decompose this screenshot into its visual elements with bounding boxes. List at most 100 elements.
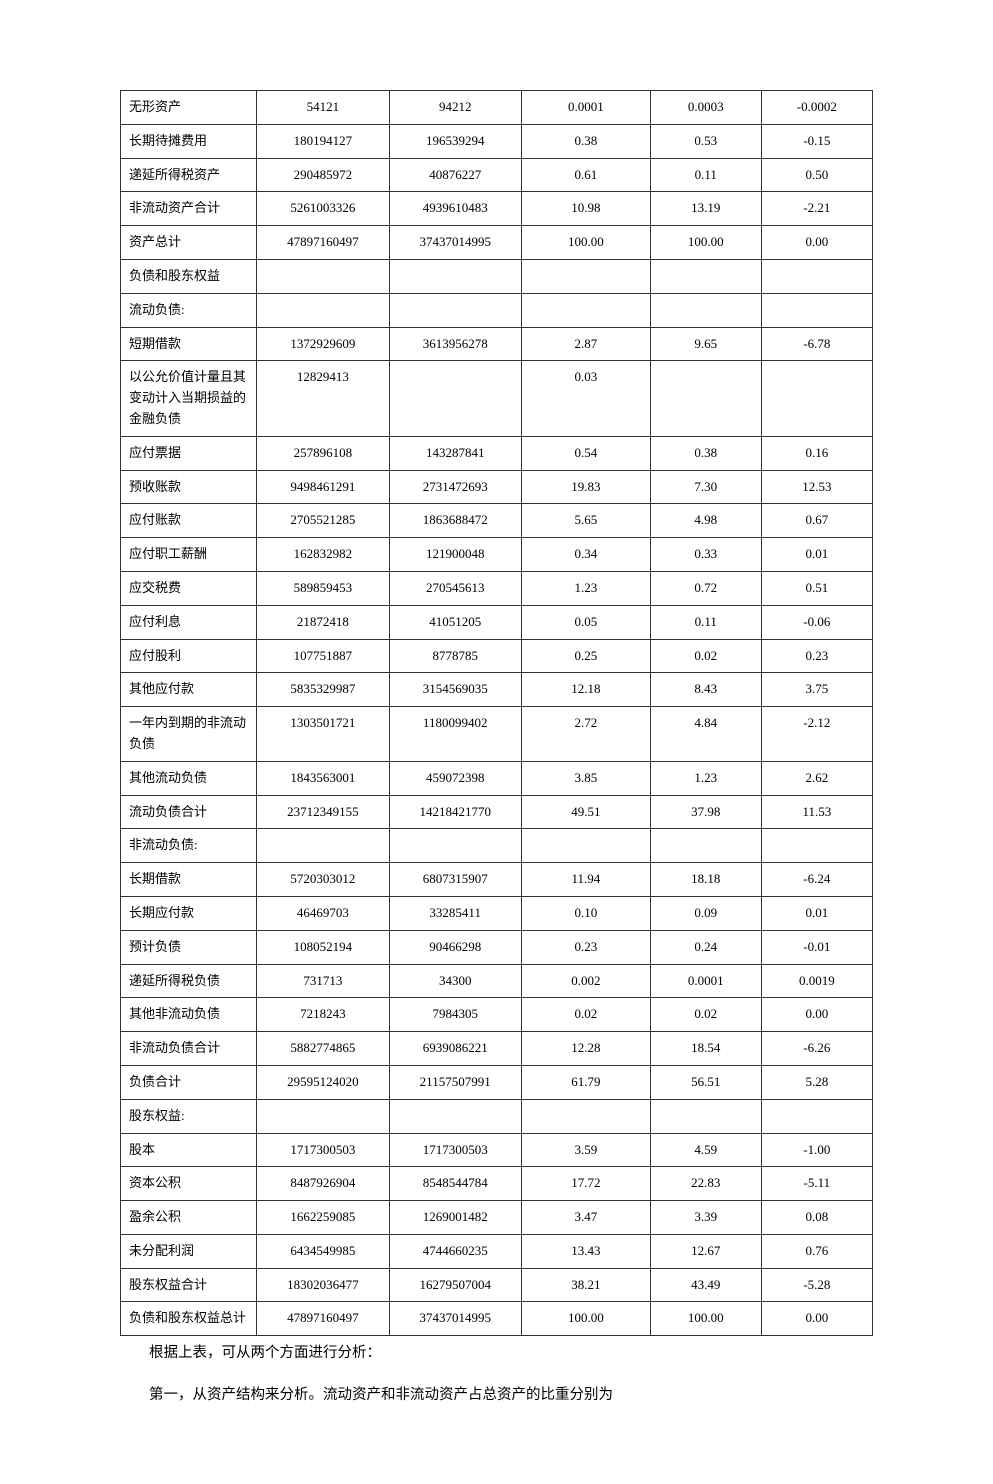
value-1: 1662259085 [257, 1201, 389, 1235]
value-2: 4744660235 [389, 1234, 521, 1268]
value-2: 6939086221 [389, 1032, 521, 1066]
value-2: 270545613 [389, 571, 521, 605]
value-2 [389, 1099, 521, 1133]
delta: 0.67 [761, 504, 872, 538]
value-1: 1303501721 [257, 707, 389, 762]
value-2 [389, 829, 521, 863]
table-row: 未分配利润6434549985474466023513.4312.670.76 [121, 1234, 873, 1268]
value-2: 34300 [389, 964, 521, 998]
delta: 0.00 [761, 1302, 872, 1336]
value-2: 37437014995 [389, 1302, 521, 1336]
value-2: 3613956278 [389, 327, 521, 361]
value-2: 41051205 [389, 605, 521, 639]
analysis-point-1: 第一，从资产结构来分析。流动资产和非流动资产占总资产的比重分别为 [120, 1382, 873, 1410]
table-row: 应付账款270552128518636884725.654.980.67 [121, 504, 873, 538]
value-1 [257, 259, 389, 293]
table-row: 流动负债: [121, 293, 873, 327]
percent-2: 18.18 [650, 863, 761, 897]
value-2: 1717300503 [389, 1133, 521, 1167]
value-1: 2705521285 [257, 504, 389, 538]
row-label: 负债合计 [121, 1065, 257, 1099]
row-label: 一年内到期的非流动负债 [121, 707, 257, 762]
value-2: 7984305 [389, 998, 521, 1032]
delta: -2.21 [761, 192, 872, 226]
row-label: 盈余公积 [121, 1201, 257, 1235]
value-1: 1843563001 [257, 761, 389, 795]
percent-1: 12.18 [521, 673, 650, 707]
delta: -1.00 [761, 1133, 872, 1167]
percent-2: 7.30 [650, 470, 761, 504]
value-2: 3154569035 [389, 673, 521, 707]
value-1: 108052194 [257, 930, 389, 964]
percent-1: 38.21 [521, 1268, 650, 1302]
percent-2: 100.00 [650, 1302, 761, 1336]
percent-2 [650, 259, 761, 293]
percent-2: 22.83 [650, 1167, 761, 1201]
row-label: 股东权益: [121, 1099, 257, 1133]
percent-1 [521, 1099, 650, 1133]
percent-2: 12.67 [650, 1234, 761, 1268]
value-1 [257, 1099, 389, 1133]
percent-2: 0.38 [650, 436, 761, 470]
value-2 [389, 293, 521, 327]
table-row: 资产总计4789716049737437014995100.00100.000.… [121, 226, 873, 260]
percent-2: 4.59 [650, 1133, 761, 1167]
percent-1: 61.79 [521, 1065, 650, 1099]
delta [761, 1099, 872, 1133]
row-label: 股东权益合计 [121, 1268, 257, 1302]
value-1: 23712349155 [257, 795, 389, 829]
percent-2: 43.49 [650, 1268, 761, 1302]
percent-1 [521, 293, 650, 327]
delta: 0.01 [761, 896, 872, 930]
percent-2: 100.00 [650, 226, 761, 260]
value-1: 47897160497 [257, 226, 389, 260]
table-row: 无形资产54121942120.00010.0003-0.0002 [121, 91, 873, 125]
delta: 2.62 [761, 761, 872, 795]
table-row: 应付职工薪酬1628329821219000480.340.330.01 [121, 538, 873, 572]
table-row: 长期待摊费用1801941271965392940.380.53-0.15 [121, 124, 873, 158]
delta [761, 829, 872, 863]
percent-1: 5.65 [521, 504, 650, 538]
percent-1: 12.28 [521, 1032, 650, 1066]
value-1 [257, 293, 389, 327]
percent-2: 0.11 [650, 158, 761, 192]
row-label: 股本 [121, 1133, 257, 1167]
value-2 [389, 259, 521, 293]
table-row: 负债和股东权益总计4789716049737437014995100.00100… [121, 1302, 873, 1336]
row-label: 递延所得税资产 [121, 158, 257, 192]
row-label: 长期待摊费用 [121, 124, 257, 158]
percent-1: 3.59 [521, 1133, 650, 1167]
row-label: 非流动负债合计 [121, 1032, 257, 1066]
percent-2: 0.0003 [650, 91, 761, 125]
percent-2: 3.39 [650, 1201, 761, 1235]
delta: 0.16 [761, 436, 872, 470]
percent-2: 4.84 [650, 707, 761, 762]
delta: 0.76 [761, 1234, 872, 1268]
percent-1: 0.002 [521, 964, 650, 998]
percent-2: 0.72 [650, 571, 761, 605]
row-label: 短期借款 [121, 327, 257, 361]
delta: 5.28 [761, 1065, 872, 1099]
value-1: 12829413 [257, 361, 389, 436]
row-label: 非流动资产合计 [121, 192, 257, 226]
table-row: 股东权益: [121, 1099, 873, 1133]
percent-1: 0.23 [521, 930, 650, 964]
value-1: 54121 [257, 91, 389, 125]
row-label: 应交税费 [121, 571, 257, 605]
value-2: 6807315907 [389, 863, 521, 897]
percent-2: 8.43 [650, 673, 761, 707]
table-row: 应交税费5898594532705456131.230.720.51 [121, 571, 873, 605]
table-row: 短期借款137292960936139562782.879.65-6.78 [121, 327, 873, 361]
delta: 0.01 [761, 538, 872, 572]
value-1: 47897160497 [257, 1302, 389, 1336]
table-row: 长期借款5720303012680731590711.9418.18-6.24 [121, 863, 873, 897]
percent-1: 0.05 [521, 605, 650, 639]
percent-1 [521, 259, 650, 293]
table-row: 非流动负债: [121, 829, 873, 863]
delta: -6.26 [761, 1032, 872, 1066]
percent-1: 0.54 [521, 436, 650, 470]
value-2: 143287841 [389, 436, 521, 470]
value-1: 9498461291 [257, 470, 389, 504]
delta: 0.00 [761, 226, 872, 260]
percent-1: 2.72 [521, 707, 650, 762]
